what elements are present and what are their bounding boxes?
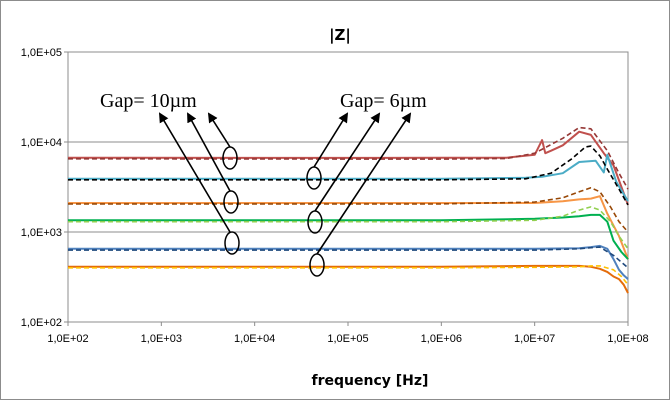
- x-axis-label: frequency [Hz]: [312, 373, 429, 389]
- arrow: [316, 112, 412, 255]
- arrow: [158, 112, 231, 233]
- series-line-3: [68, 153, 629, 202]
- series-line-1: [67, 130, 629, 206]
- series-line-9: [68, 244, 629, 280]
- x-tick-label: 1,0E+06: [421, 333, 462, 345]
- ellipse-marker: [309, 253, 325, 277]
- ellipse-marker: [223, 190, 239, 214]
- series-line-11: [68, 264, 629, 294]
- x-tick-label: 1,0E+08: [607, 333, 648, 345]
- series-line-8: [68, 206, 629, 250]
- chart-title: |Z|: [329, 26, 351, 45]
- series-line-10: [68, 246, 629, 269]
- y-tick-label: 1,0E+03: [21, 227, 62, 239]
- series-line-2: [67, 126, 629, 190]
- arrow: [314, 112, 381, 212]
- y-tick-label: 1,0E+05: [21, 47, 62, 59]
- x-tick-label: 1,0E+03: [141, 333, 182, 345]
- series-line-6: [68, 187, 629, 233]
- series-group: [67, 126, 629, 294]
- arrow: [207, 112, 231, 148]
- gridlines: [68, 141, 628, 233]
- x-tick-label: 1,0E+05: [327, 333, 368, 345]
- annotation-gap-10: Gap= 10µm: [100, 90, 197, 112]
- x-tick-label: 1,0E+02: [47, 333, 88, 345]
- y-tick-label: 1,0E+02: [21, 317, 62, 329]
- y-tick-label: 1,0E+04: [21, 137, 62, 149]
- arrow: [187, 112, 231, 192]
- series-line-12: [68, 265, 629, 286]
- ellipse-marker: [224, 231, 240, 255]
- x-tick-label: 1,0E+04: [234, 333, 275, 345]
- arrow: [313, 112, 349, 168]
- x-tick-label: 1,0E+07: [514, 333, 555, 345]
- series-line-4: [68, 145, 629, 206]
- annotation-layer: Gap= 10µm Gap= 6µm: [100, 90, 427, 277]
- annotation-gap-6: Gap= 6µm: [340, 90, 427, 112]
- axis-labels: 1,0E+02 1,0E+03 1,0E+04 1,0E+05 1,0E+02 1,0E+…: [21, 47, 649, 345]
- series-line-7: [68, 213, 629, 260]
